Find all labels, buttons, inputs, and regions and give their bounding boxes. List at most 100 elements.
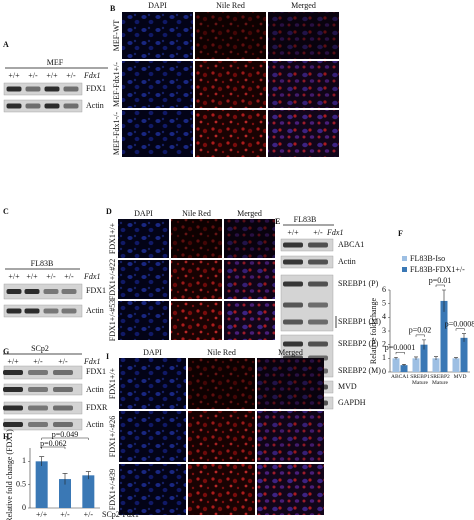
x-tick-label: +/- <box>60 510 70 519</box>
micrograph-shade <box>122 110 193 157</box>
micrograph-shade <box>118 219 169 258</box>
error-bar <box>422 339 426 350</box>
column-header: DAPI <box>134 209 153 218</box>
blot-band <box>28 370 48 375</box>
y-tick-label: 0.5 <box>16 479 26 488</box>
row-label: MEF-Fdx1-/- <box>112 112 121 155</box>
panel-letter: A <box>3 40 9 49</box>
genotype: +/+ <box>287 228 299 237</box>
bar <box>432 358 440 372</box>
genotype: +/- <box>66 71 76 80</box>
y-axis-title: Relative fold change <box>369 297 378 364</box>
row-label: FDX1+/+ <box>108 222 117 254</box>
cell-line: SCp2 <box>31 344 49 353</box>
x-tick-label: +/+ <box>36 510 48 519</box>
blot-band <box>43 308 59 314</box>
blot-band <box>308 341 328 347</box>
blot-band <box>308 281 328 287</box>
bar <box>35 461 48 508</box>
blot-label: Actin <box>86 101 104 110</box>
p-value: p=0.062 <box>40 439 67 448</box>
genotype: +/+ <box>26 272 38 281</box>
micrograph-shade <box>195 61 266 108</box>
micrograph <box>268 61 339 108</box>
blot-label: Actin <box>86 306 104 315</box>
p-value: p=0.049 <box>52 430 79 439</box>
legend-label: FL83B-FDX1+/- <box>410 265 465 274</box>
micrograph <box>268 110 339 157</box>
blot-band <box>28 387 48 392</box>
bar <box>392 358 400 372</box>
error-bar <box>434 356 438 360</box>
genotype: +/+ <box>46 71 58 80</box>
row-label: MEF-WT <box>112 20 121 52</box>
micrograph-shade <box>118 301 169 340</box>
bar <box>440 300 448 372</box>
blot-band <box>61 289 77 294</box>
micrograph-shade <box>171 219 222 258</box>
bar <box>412 358 420 372</box>
genotype: +/- <box>313 228 323 237</box>
micrograph <box>188 411 255 462</box>
blot-band <box>6 308 22 314</box>
blot-band <box>43 289 59 294</box>
row-label: FDX1+/-#26 <box>108 416 117 457</box>
legend-swatch <box>402 267 407 272</box>
p-value: p=0.01 <box>429 276 452 285</box>
micrograph-shade <box>122 61 193 108</box>
blot-membrane <box>3 283 83 300</box>
x-tick-label: +/- <box>84 510 94 519</box>
sig-bracket <box>41 437 89 440</box>
error-bar <box>85 471 91 480</box>
blot-label: FDX1 <box>86 367 106 376</box>
column-header: Nile Red <box>207 348 236 357</box>
p-value: p=0.02 <box>409 326 432 335</box>
micrograph <box>122 12 193 59</box>
genotype: +/+ <box>7 357 19 366</box>
micrograph <box>122 61 193 108</box>
micrograph <box>119 411 186 462</box>
blot-label: Actin <box>86 420 104 429</box>
blot-band <box>53 405 73 411</box>
column-header: Nile Red <box>182 209 211 218</box>
blot-band <box>53 387 73 392</box>
blot-membrane <box>280 238 334 252</box>
column-header: DAPI <box>143 348 162 357</box>
column-header: Merged <box>278 348 303 357</box>
cell-line: FL83B <box>31 259 54 268</box>
p-value: p=0.0008 <box>445 320 474 329</box>
error-bar <box>402 364 406 366</box>
x-tick-label: SREBP1 Mature <box>410 374 430 386</box>
y-tick-label: 4 <box>382 312 386 321</box>
bar <box>400 365 408 372</box>
blot-label: ABCA1 <box>338 240 364 249</box>
y-tick-label: 0 <box>22 503 26 512</box>
y-tick-label: 0 <box>382 367 386 376</box>
micrograph <box>195 110 266 157</box>
panel-letter: E <box>275 217 280 226</box>
error-bar <box>462 333 466 342</box>
micrograph <box>171 219 222 258</box>
blot-label: SREBP1 (M) <box>338 317 381 326</box>
panel-letter: D <box>106 207 112 216</box>
row-label: FDX1+/-#39 <box>108 469 117 510</box>
x-tick-label: ABCA1 <box>390 374 410 380</box>
column-header: Nile Red <box>216 1 245 10</box>
micrograph <box>224 260 275 299</box>
genotype: +/+ <box>8 272 20 281</box>
micrograph <box>118 301 169 340</box>
column-header: Merged <box>237 209 262 218</box>
micrograph <box>171 301 222 340</box>
legend-label: FL83B-Iso <box>410 254 445 263</box>
blot-band <box>283 242 303 248</box>
micrograph <box>188 358 255 409</box>
blot-label: SREBP1 (P) <box>338 279 379 288</box>
micrograph <box>171 260 222 299</box>
blot-label: MVD <box>338 382 357 391</box>
p-value: p=0.0001 <box>385 343 416 352</box>
blot-membrane <box>3 99 83 113</box>
error-bar <box>394 356 398 360</box>
blot-label: FDX1 <box>86 286 106 295</box>
cell-line: MEF <box>47 58 64 67</box>
